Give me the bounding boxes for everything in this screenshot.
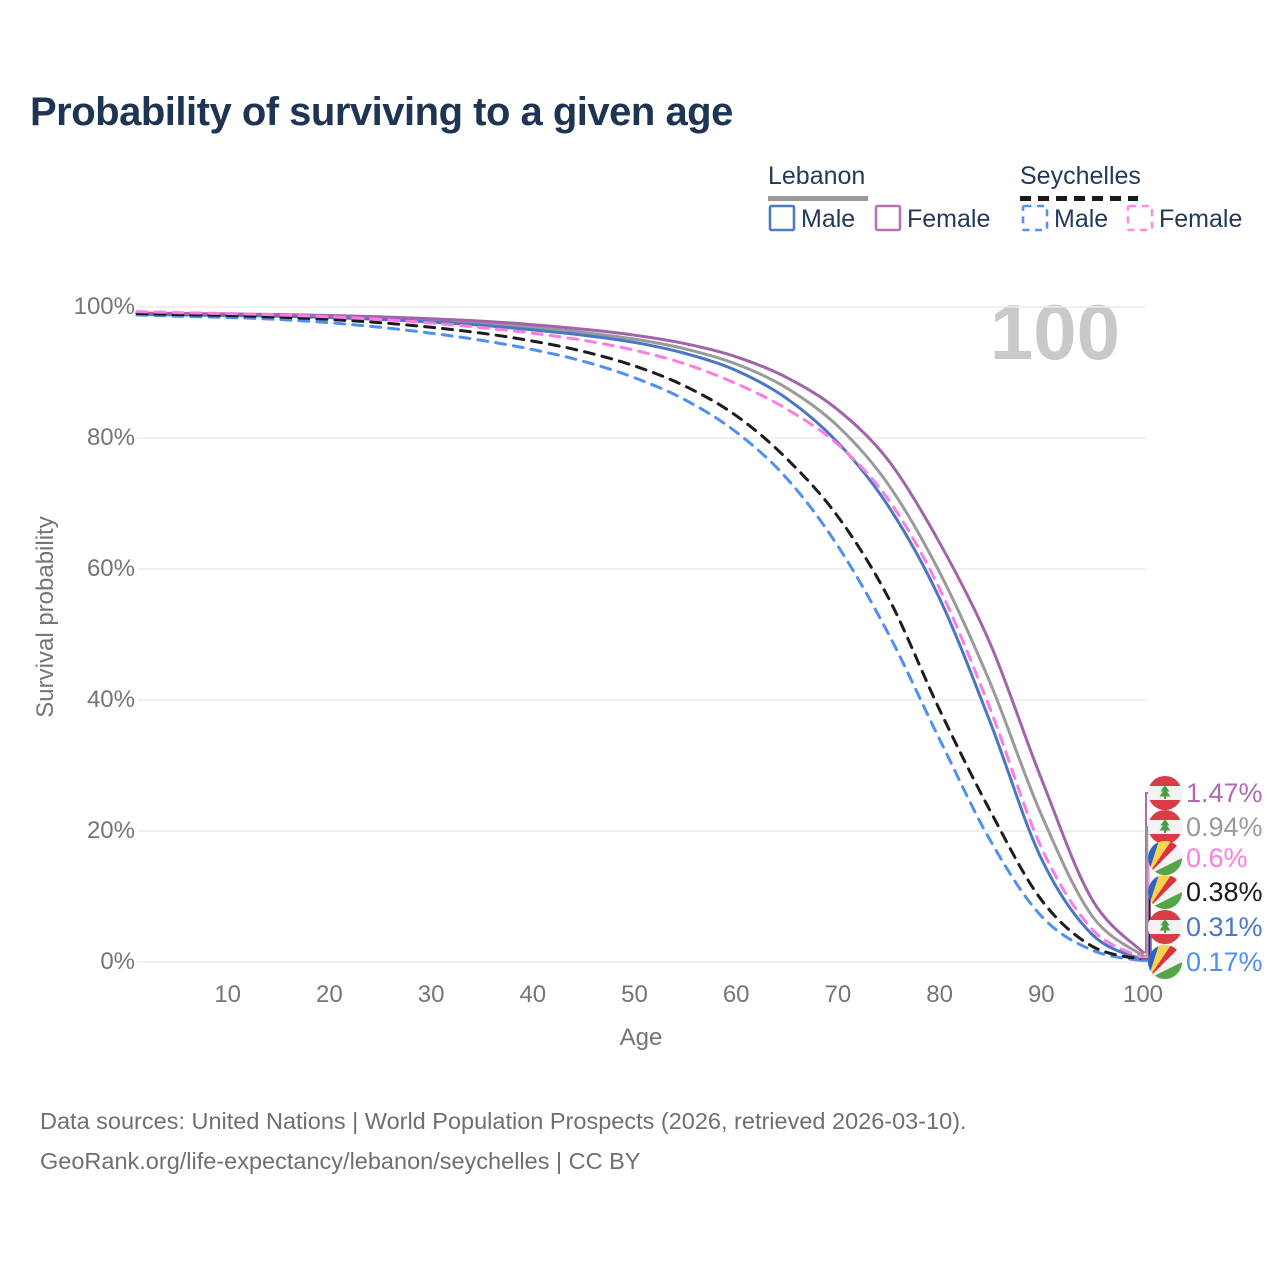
end-label-lebanon: 0.94% xyxy=(1186,812,1263,842)
x-tick-label-30: 30 xyxy=(417,981,445,1008)
x-tick-label-60: 60 xyxy=(722,981,750,1008)
x-tick-label-70: 70 xyxy=(824,981,852,1008)
legend-swatch-seychelles-female[interactable] xyxy=(1126,204,1154,232)
end-label-lebanon-female: 1.47% xyxy=(1186,778,1263,808)
data-sources-text: Data sources: United Nations | World Pop… xyxy=(40,1108,967,1134)
y-tick-label-80: 80% xyxy=(86,424,135,451)
x-axis-title: Age xyxy=(619,1024,663,1051)
lebanon-flag-icon xyxy=(1148,810,1182,844)
legend-swatch-lebanon-female[interactable] xyxy=(874,204,902,232)
seychelles-flag-icon xyxy=(1148,945,1182,979)
end-label-seychelles-male: 0.17% xyxy=(1186,947,1263,977)
x-tick-label-10: 10 xyxy=(214,981,242,1008)
end-label-lebanon-male: 0.31% xyxy=(1186,912,1263,942)
source-url-text[interactable]: GeoRank.org/life-expectancy/lebanon/seyc… xyxy=(40,1148,641,1174)
legend-swatch-seychelles-male[interactable] xyxy=(1021,204,1049,232)
legend-label-lebanon-male[interactable]: Male xyxy=(801,205,856,233)
x-tick-label-90: 90 xyxy=(1027,981,1055,1008)
lebanon-flag-icon xyxy=(1148,776,1182,810)
legend-label-seychelles-female[interactable]: Female xyxy=(1159,205,1243,233)
y-tick-label-100: 100% xyxy=(73,293,135,320)
legend-underline-lebanon xyxy=(768,196,868,201)
legend-label-lebanon-female[interactable]: Female xyxy=(907,205,991,233)
page-title: Probability of surviving to a given age xyxy=(30,90,733,134)
y-tick-label-20: 20% xyxy=(86,817,135,844)
x-tick-label-20: 20 xyxy=(316,981,343,1008)
end-label-seychelles: 0.38% xyxy=(1186,877,1263,907)
chart-plot-area[interactable] xyxy=(137,300,1146,963)
legend-group-title-lebanon: Lebanon xyxy=(768,162,866,190)
y-tick-label-40: 40% xyxy=(86,686,135,713)
end-label-seychelles-female: 0.6% xyxy=(1186,843,1248,873)
y-tick-label-0: 0% xyxy=(100,948,135,975)
x-tick-label-40: 40 xyxy=(519,981,547,1008)
y-tick-label-60: 60% xyxy=(86,555,135,582)
legend-group-title-seychelles: Seychelles xyxy=(1020,162,1141,190)
legend-underline-seychelles xyxy=(1020,196,1138,201)
x-tick-label-50: 50 xyxy=(621,981,648,1008)
legend-label-seychelles-male[interactable]: Male xyxy=(1054,205,1109,233)
seychelles-flag-icon xyxy=(1148,875,1182,909)
legend-swatch-lebanon-male[interactable] xyxy=(768,204,796,232)
x-tick-label-80: 80 xyxy=(926,981,953,1008)
lebanon-flag-icon xyxy=(1148,910,1182,944)
seychelles-flag-icon xyxy=(1148,841,1182,875)
x-tick-label-100: 100 xyxy=(1122,981,1164,1008)
